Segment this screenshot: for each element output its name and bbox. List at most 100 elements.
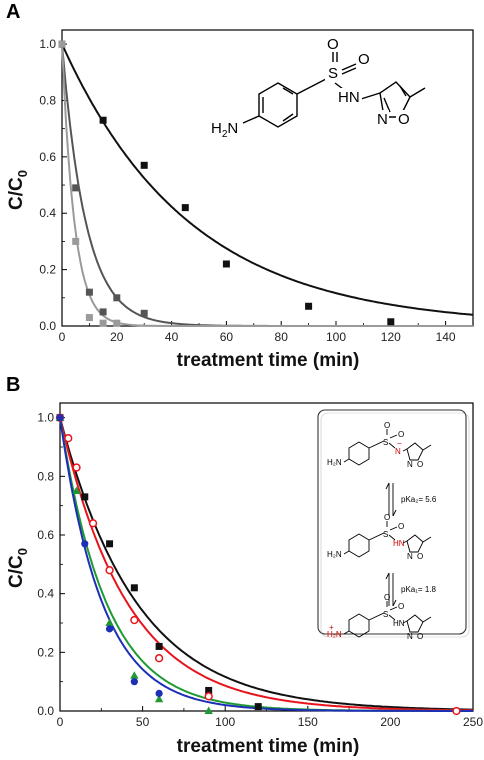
panel-b-x-axis-label: treatment time (min)	[177, 736, 360, 757]
atom-s: S	[383, 530, 388, 539]
panel-a-atom-hn: HN	[338, 89, 360, 106]
data-point-a-0-4	[222, 260, 230, 268]
data-point-b-1-8	[452, 706, 461, 716]
data-point-b-1-1	[64, 434, 73, 443]
y-tick-label: 0.2	[39, 263, 56, 277]
data-point-b-0-6	[254, 703, 262, 711]
data-point-a-1-3	[99, 308, 107, 316]
atom-o: O	[398, 522, 404, 531]
data-point-b-0-4	[155, 642, 163, 650]
atom-amine: H₂N	[327, 630, 342, 639]
data-point-a-2-0	[58, 40, 66, 48]
atom-charge-plus: +	[329, 623, 334, 632]
x-tick-label: 20	[110, 330, 124, 344]
atom-amine: H₂N	[327, 550, 342, 559]
panel-a-atom-amine: H2N	[211, 120, 238, 140]
panel-a-atom-s: S	[328, 65, 338, 82]
data-point-a-0-3	[181, 204, 189, 212]
data-point-a-2-1	[72, 237, 80, 245]
y-tick-label: 0.8	[37, 469, 54, 483]
data-point-b-2-5	[204, 706, 213, 714]
atom-o: O	[417, 552, 423, 561]
y-tick-label: 1.0	[39, 37, 56, 51]
fit-curve-b-0	[59, 417, 473, 711]
x-tick-label: 100	[215, 715, 235, 729]
data-point-b-3-4	[155, 689, 163, 698]
data-point-b-1-4	[105, 566, 114, 575]
data-point-b-2-1	[72, 486, 81, 494]
fit-curve-a-2	[61, 44, 473, 327]
data-point-b-0-5	[205, 686, 213, 694]
data-point-a-1-2	[85, 288, 93, 296]
x-tick-label: 200	[380, 715, 400, 729]
data-point-a-0-6	[387, 318, 395, 326]
atom-o: O	[417, 632, 423, 641]
data-point-b-3-3	[130, 678, 138, 686]
atom-n-minus: N	[395, 447, 401, 456]
atom-n: N	[407, 460, 413, 469]
panel-a-atom-n: N	[377, 111, 388, 128]
atom-s: S	[383, 438, 388, 447]
panel-b-y-axis-label: C/C0	[6, 548, 30, 588]
atom-o: O	[384, 593, 390, 602]
panel-b-speciation-inset	[317, 409, 470, 638]
data-point-b-1-7	[204, 692, 213, 701]
atom-o: O	[384, 421, 390, 430]
panel-a-plot-frame	[61, 29, 474, 327]
x-tick-label: 40	[165, 330, 179, 344]
panel-a-atom-o3: O	[398, 111, 410, 128]
data-point-a-2-2	[85, 314, 93, 322]
atom-charge-minus: −	[397, 439, 402, 448]
panel-a-atom-o1: O	[327, 36, 339, 53]
x-tick-label: 140	[436, 330, 456, 344]
data-point-a-2-3	[99, 319, 107, 327]
data-point-b-0-3	[130, 584, 138, 592]
x-tick-label: 0	[59, 330, 66, 344]
data-point-b-1-5	[130, 615, 139, 625]
data-point-b-2-2	[105, 618, 114, 626]
atom-hn: HN	[393, 539, 405, 548]
data-point-a-1-5	[140, 309, 148, 317]
data-point-b-1-2	[72, 463, 81, 472]
data-point-a-1-1	[72, 184, 80, 192]
panel-b: B 0 50 100 150 200 250 0.0 0.2 0.4 0.6 0.8 1.0 C/C0…	[6, 374, 483, 757]
atom-amine: H₂N	[327, 458, 342, 467]
data-point-b-2-3	[130, 671, 139, 679]
atom-hn: HN	[393, 619, 405, 628]
panel-a-label: A	[6, 1, 20, 23]
data-point-b-2-4	[154, 694, 164, 703]
x-tick-label: 100	[326, 330, 346, 344]
y-tick-label: 0.8	[39, 93, 56, 107]
data-point-b-1-3	[88, 519, 98, 528]
panel-a-atom-o2: O	[358, 51, 370, 68]
panel-a: A 0 20 40 60 80 100 120 140 0.0 0.2 0.4 0.6 0.8 1.0 C…	[6, 1, 474, 371]
data-point-a-0-5	[305, 302, 313, 310]
x-tick-label: 120	[381, 330, 401, 344]
x-tick-label: 150	[298, 715, 318, 729]
data-point-b-3-0	[56, 414, 64, 422]
y-tick-label: 0.6	[39, 150, 56, 164]
y-tick-label: 0.2	[37, 645, 54, 659]
atom-o: O	[398, 602, 404, 611]
fit-curve-b-1	[59, 417, 474, 712]
y-tick-label: 0.0	[39, 319, 56, 333]
panel-a-molecule-labels: S O O HN N O H2N	[211, 36, 410, 140]
y-tick-label: 0.4	[39, 206, 56, 220]
atom-s: S	[383, 610, 388, 619]
atom-o: O	[417, 460, 423, 469]
pka1-label: pKa₁= 1.8	[401, 585, 437, 594]
panel-a-y-axis-label: C/C0	[6, 170, 30, 210]
y-tick-label: 0.6	[37, 528, 54, 542]
fit-curve-a-0	[61, 43, 474, 316]
data-point-a-0-1	[99, 116, 107, 124]
atom-o: O	[398, 430, 404, 439]
atom-o: O	[384, 513, 390, 522]
pka2-label: pKa₂= 5.6	[401, 495, 437, 504]
data-point-a-2-4	[113, 319, 121, 327]
data-point-b-3-1	[81, 540, 89, 548]
data-point-b-0-1	[81, 493, 89, 501]
